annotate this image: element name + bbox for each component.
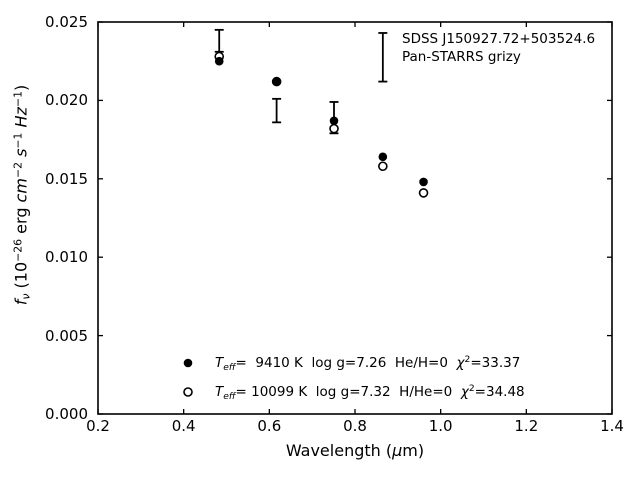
- text-segment: f: [11, 299, 31, 306]
- data-point-open: [378, 161, 388, 172]
- legend-marker-filled-circle: [183, 358, 193, 368]
- x-tick-label: 1.4: [600, 417, 624, 435]
- text-segment: T: [215, 384, 224, 400]
- x-tick-label: 1.0: [428, 417, 453, 435]
- text-segment: ν: [19, 293, 33, 300]
- y-tick-label: 0.025: [45, 13, 88, 31]
- data-point-filled: [419, 177, 428, 187]
- text-segment: =33.37: [470, 355, 521, 371]
- text-segment: Wavelength (: [285, 441, 393, 460]
- text-segment: ): [11, 84, 31, 91]
- y-tick-label: 0.010: [45, 248, 88, 267]
- x-tick-label: 1.2: [514, 417, 539, 435]
- text-segment: χ: [456, 355, 465, 371]
- text-segment: eff: [223, 390, 236, 402]
- data-point-filled: [214, 56, 224, 66]
- annotation-survey-name: Pan-STARRS grizy: [402, 49, 521, 65]
- text-segment: μ: [392, 441, 403, 460]
- x-tick-label: 0.6: [257, 417, 282, 435]
- data-point-filled: [378, 152, 388, 162]
- text-segment: −1: [11, 132, 25, 149]
- data-point-open: [329, 123, 339, 134]
- text-segment: (10: [11, 261, 31, 294]
- text-segment: χ: [460, 384, 469, 400]
- y-tick-label: 0.015: [45, 169, 88, 188]
- data-point-filled: [329, 116, 339, 126]
- y-tick-label: 0.005: [45, 326, 88, 345]
- text-segment: −2: [11, 162, 25, 179]
- data-point-filled: [272, 77, 281, 86]
- legend-marker-open-circle: [183, 387, 193, 397]
- annotation-object-name: SDSS J150927.72+503524.6: [402, 31, 596, 47]
- legend-entry-text: Teff= 10099 K log g=7.32 H/He=0 χ2=34.48: [215, 383, 525, 403]
- text-segment: cm: [11, 178, 31, 203]
- text-segment: erg: [11, 202, 31, 239]
- text-segment: = 10099 K log g=7.32 H/He=0: [235, 384, 461, 400]
- text-segment: = 9410 K log g=7.26 He/H=0: [235, 355, 457, 371]
- y-tick-label: 0.000: [45, 405, 88, 423]
- text-segment: s: [11, 148, 31, 157]
- legend-entry-text: Teff= 9410 K log g=7.26 He/H=0 χ2=33.37: [215, 354, 520, 374]
- y-axis-label: fν (10−26 erg cm−2 s−1 Hz−1): [11, 84, 33, 306]
- x-tick-label: 0.2: [86, 417, 110, 435]
- text-segment: Hz: [11, 107, 31, 128]
- text-segment: T: [215, 355, 224, 371]
- text-segment: −26: [11, 238, 25, 262]
- text-segment: 2: [464, 354, 471, 366]
- text-segment: [12, 157, 31, 162]
- text-segment: eff: [223, 361, 236, 373]
- text-segment: 2: [468, 383, 475, 395]
- x-axis-label: Wavelength (μm): [255, 441, 455, 460]
- text-segment: −1: [11, 90, 25, 108]
- data-point-open: [418, 188, 429, 198]
- y-tick-label: 0.020: [45, 91, 88, 110]
- x-tick-label: 0.4: [171, 417, 196, 435]
- text-segment: m): [402, 441, 425, 460]
- annotation-block: SDSS J150927.72+503524.6 Pan-STARRS griz…: [402, 30, 595, 66]
- text-segment: =34.48: [474, 384, 525, 400]
- x-tick-label: 0.8: [343, 417, 367, 435]
